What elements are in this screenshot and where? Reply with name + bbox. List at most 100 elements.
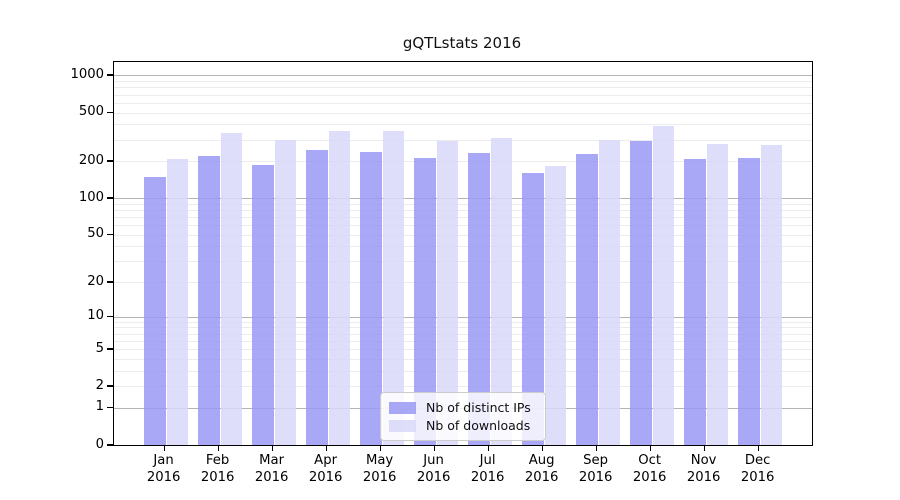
bar-distinct-ips (522, 173, 544, 445)
y-tick-label: 10 (87, 308, 104, 324)
y-tick-mark (107, 315, 113, 318)
x-tick-mark (379, 445, 382, 451)
y-tick-label: 20 (87, 273, 104, 289)
gridline-minor (114, 282, 812, 284)
legend-label-distinct-ips: Nb of distinct IPs (426, 400, 531, 415)
y-tick-mark (107, 74, 113, 76)
x-tick-label: Feb 2016 (200, 453, 235, 485)
gridline-minor (114, 209, 812, 211)
x-tick-mark (595, 445, 598, 451)
x-tick-label: Apr 2016 (308, 453, 343, 485)
y-tick-label: 0 (95, 436, 104, 452)
y-tick-label: 1000 (70, 66, 104, 82)
y-tick-mark (107, 233, 113, 236)
plot-area (113, 61, 813, 446)
x-tick-mark (217, 445, 220, 451)
gridline-major (114, 198, 812, 200)
x-tick-mark (649, 445, 652, 451)
bar-distinct-ips (306, 149, 328, 445)
y-tick-mark (107, 385, 113, 387)
bar-downloads (490, 137, 512, 445)
gridline-minor (114, 161, 812, 163)
x-tick-mark (325, 445, 328, 451)
gridline-minor (114, 203, 812, 205)
x-tick-label: Oct 2016 (632, 453, 667, 485)
x-tick-label: Jul 2016 (470, 453, 505, 485)
y-tick-label: 2 (95, 377, 104, 393)
bar-distinct-ips (144, 177, 166, 445)
x-tick-mark (487, 445, 490, 451)
y-tick-label: 1 (95, 399, 104, 415)
x-tick-mark (757, 445, 760, 451)
gridline-minor (114, 261, 812, 263)
gridline-minor (114, 94, 812, 96)
bar-downloads (706, 143, 728, 445)
bar-distinct-ips (198, 156, 220, 445)
bar-distinct-ips (360, 152, 382, 445)
bar-downloads (652, 125, 674, 445)
y-tick-label: 100 (78, 189, 104, 205)
chart-title: gQTLstats 2016 (402, 34, 522, 52)
y-tick-mark (107, 160, 113, 162)
x-tick-label: Aug 2016 (524, 453, 559, 485)
gridline-minor (114, 386, 812, 388)
legend-item-downloads: Nb of downloads (389, 417, 537, 434)
bar-distinct-ips (630, 141, 652, 445)
y-tick-mark (107, 281, 113, 283)
y-tick-mark (107, 197, 113, 199)
x-tick-label: Sep 2016 (578, 453, 613, 485)
y-tick-mark (107, 406, 113, 409)
x-tick-label: Dec 2016 (740, 453, 775, 485)
bar-distinct-ips (252, 164, 274, 445)
x-tick-label: Jun 2016 (416, 453, 451, 485)
x-tick-mark (163, 445, 166, 451)
y-tick-label: 5 (95, 340, 104, 356)
gridline-minor (114, 333, 812, 335)
gridline-minor (114, 234, 812, 236)
gridline-minor (114, 370, 812, 372)
gridline-minor (114, 87, 812, 89)
legend-label-downloads: Nb of downloads (426, 418, 531, 433)
gridline-minor (114, 124, 812, 126)
gridline-minor (114, 139, 812, 141)
y-tick-label: 50 (87, 226, 104, 242)
bar-distinct-ips (738, 158, 760, 445)
bar-downloads (760, 145, 782, 445)
x-tick-mark (541, 445, 544, 451)
bar-downloads (382, 130, 404, 445)
x-tick-label: Mar 2016 (254, 453, 289, 485)
x-tick-mark (433, 445, 436, 451)
bar-downloads (220, 133, 242, 445)
y-tick-mark (107, 444, 113, 446)
bar-distinct-ips (414, 158, 436, 445)
gridline-major (114, 75, 812, 77)
bar-downloads (598, 140, 620, 445)
bar-distinct-ips (576, 153, 598, 445)
bar-downloads (274, 139, 296, 445)
y-tick-label: 500 (78, 104, 104, 119)
x-tick-label: May 2016 (362, 453, 397, 485)
legend: Nb of distinct IPs Nb of downloads (380, 392, 546, 441)
x-tick-label: Nov 2016 (686, 453, 721, 485)
gridline-minor (114, 327, 812, 329)
gridline-minor (114, 225, 812, 227)
gridline-minor (114, 340, 812, 342)
legend-item-distinct-ips: Nb of distinct IPs (389, 399, 537, 416)
bar-downloads (436, 141, 458, 445)
bar-downloads (544, 166, 566, 445)
x-tick-mark (703, 445, 706, 451)
gridline-major (114, 316, 812, 318)
gridline-minor (114, 349, 812, 351)
legend-swatch-downloads (389, 419, 416, 432)
bar-downloads (328, 131, 350, 445)
gridline-minor (114, 321, 812, 323)
gridline-minor (114, 246, 812, 248)
gridline-minor (114, 358, 812, 360)
x-tick-mark (271, 445, 274, 451)
gridline-minor (114, 102, 812, 104)
legend-swatch-distinct-ips (389, 401, 416, 414)
gridline-minor (114, 217, 812, 219)
bar-distinct-ips (684, 159, 706, 445)
bar-distinct-ips (468, 152, 490, 445)
